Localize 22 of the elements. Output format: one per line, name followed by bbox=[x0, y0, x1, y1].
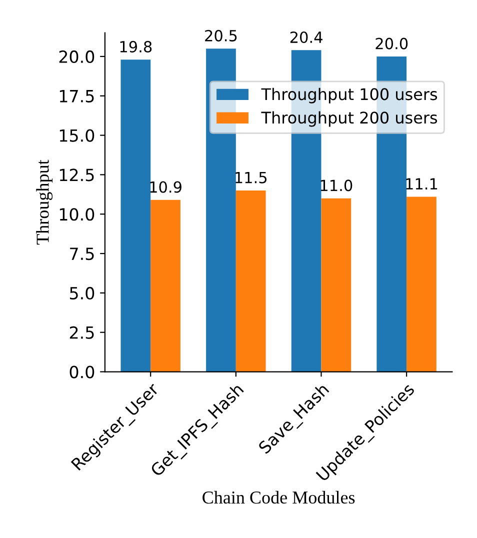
bar bbox=[321, 198, 352, 372]
y-tick-label: 0.0 bbox=[70, 366, 94, 378]
bar bbox=[120, 60, 151, 372]
legend-label: Throughput 100 users bbox=[261, 88, 438, 104]
data-label: 20.0 bbox=[376, 38, 408, 50]
bar bbox=[150, 200, 180, 372]
y-tick-label: 20.0 bbox=[59, 50, 94, 64]
y-tick-label: 10.0 bbox=[60, 208, 94, 221]
y-tick-label: 12.5 bbox=[60, 168, 94, 182]
data-label: 20.4 bbox=[290, 31, 322, 44]
y-tick-label: 15.0 bbox=[60, 129, 94, 142]
y-tick-label: 5.0 bbox=[70, 286, 94, 300]
y-tick-label: 7.5 bbox=[70, 248, 94, 260]
legend-label: Throughput 200 users bbox=[261, 111, 438, 127]
y-axis-title: Throughput bbox=[36, 160, 53, 245]
y-tick-label: 17.5 bbox=[60, 90, 94, 102]
data-label: 20.5 bbox=[205, 30, 237, 42]
bar bbox=[406, 196, 436, 372]
y-tick-label: 2.5 bbox=[70, 326, 94, 339]
x-axis-title: Chain Code Modules bbox=[202, 490, 355, 504]
bar bbox=[236, 190, 266, 372]
data-label: 19.8 bbox=[120, 40, 152, 52]
